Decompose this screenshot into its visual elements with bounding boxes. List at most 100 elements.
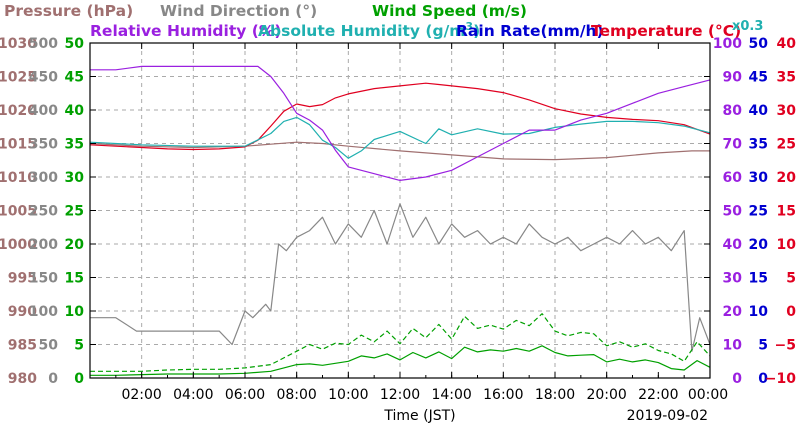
series-line-wspd-gust (90, 313, 711, 372)
y-tick-label-rain: 10 (749, 304, 769, 320)
y-tick-label-wspd: 30 (65, 170, 85, 186)
date-label: 2019-09-02 (627, 408, 708, 424)
y-tick-label-rh: 90 (723, 70, 743, 86)
legend-wspd: Wind Speed (m/s) (372, 2, 527, 20)
y-tick-label-rain: 30 (749, 170, 769, 186)
plot-area (89, 65, 711, 376)
y-tick-label-pressure: 990 (8, 304, 37, 320)
y-tick-label-rain: 35 (749, 137, 768, 153)
legend-rain-text: Rain Rate(mm/h) (456, 22, 604, 40)
y-tick-label-temp: 20 (777, 170, 797, 186)
y-tick-label-wspd: 20 (65, 237, 85, 253)
y-tick-label-temp: 15 (777, 204, 796, 220)
y-tick-label-temp: 40 (777, 36, 797, 52)
y-tick-label-pressure: 1005 (0, 204, 37, 220)
series-line-ah (89, 116, 711, 159)
y-tick-label-rh: 70 (723, 137, 743, 153)
y-tick-label-pressure: 1030 (0, 36, 37, 52)
series-line-wspd (90, 345, 711, 376)
y-tick-label-pressure: 1000 (0, 237, 37, 253)
legend-temp: Temperature (°C) (591, 22, 741, 40)
legend-rh-text: Relative Humidity (%) (90, 22, 281, 40)
y-tick-label-rh: 50 (723, 204, 743, 220)
legend-ah: Absolute Humidity (g/m3) (258, 20, 480, 40)
y-tick-label-wspd: 5 (74, 338, 84, 354)
legend-rh: Relative Humidity (%) (90, 22, 281, 40)
y-tick-label-wspd: 25 (65, 204, 84, 220)
y-tick-label-pressure: 995 (8, 271, 37, 287)
legend-rain: Rain Rate(mm/h) (456, 22, 604, 40)
series-line-rh (90, 65, 711, 181)
x-tick-label: 06:00 (225, 387, 265, 403)
y-tick-label-wdir: 50 (39, 338, 59, 354)
y-tick-label-wspd: 50 (65, 36, 85, 52)
y-tick-label-wdir: 350 (29, 137, 58, 153)
y-tick-label-rh: 30 (723, 271, 743, 287)
y-tick-label-rain: 50 (749, 36, 769, 52)
series-line-temp (89, 82, 711, 151)
y-tick-label-rain: 45 (749, 70, 768, 86)
y-tick-label-rh: 0 (732, 371, 742, 387)
x-tick-label: 18:00 (535, 387, 575, 403)
legend: Pressure (hPa) Wind Direction (°) Wind Spe… (4, 2, 763, 40)
legend-ah-sup: 3 (465, 20, 473, 33)
x-tick-label: 04:00 (173, 387, 213, 403)
y-tick-label-wdir: 100 (29, 304, 58, 320)
y-tick-label-temp: 25 (777, 137, 796, 153)
x-tick-label: 16:00 (483, 387, 523, 403)
x-tick-label: 14:00 (431, 387, 471, 403)
y-tick-label-rain: 40 (749, 103, 769, 119)
y-tick-label-wdir: 300 (29, 170, 58, 186)
y-tick-label-rain: 15 (749, 271, 768, 287)
y-tick-label-wspd: 0 (74, 371, 84, 387)
y-tick-label-wspd: 15 (65, 271, 84, 287)
y-tick-label-rain: 5 (758, 338, 768, 354)
legend-pressure: Pressure (hPa) (4, 2, 133, 20)
series-line-wdir (90, 203, 711, 352)
y-tick-label-rain: 20 (749, 237, 769, 253)
legend-wspd-text: Wind Speed (m/s) (372, 2, 527, 20)
y-tick-label-temp: 30 (777, 103, 797, 119)
legend-wdir: Wind Direction (°) (160, 2, 317, 20)
y-tick-label-pressure: 980 (8, 371, 37, 387)
y-tick-label-rh: 10 (723, 338, 743, 354)
y-tick-label-temp: 5 (786, 271, 796, 287)
x-axis-label: Time (JST) (383, 408, 455, 424)
x-tick-label: 08:00 (276, 387, 316, 403)
y-tick-label-wdir: 200 (29, 237, 58, 253)
y-tick-label-rh: 80 (723, 103, 743, 119)
y-tick-label-pressure: 1020 (0, 103, 37, 119)
y-tick-label-temp: −10 (765, 371, 796, 387)
y-tick-label-wspd: 40 (65, 103, 85, 119)
y-tick-label-temp: −5 (775, 338, 796, 354)
y-tick-label-temp: 0 (786, 304, 796, 320)
y-tick-label-wspd: 10 (65, 304, 85, 320)
y-tick-label-rh: 100 (713, 36, 742, 52)
y-tick-label-temp: 35 (777, 70, 796, 86)
legend-ah-tail: ) (473, 22, 480, 40)
legend-ah-factor: x0.3 (732, 19, 763, 34)
series-line-pressure (89, 141, 710, 161)
axes: 02:00 04:00 06:00 08:00 10:00 12:00 14:00 16:00… (0, 36, 796, 403)
y-tick-label-wdir: 500 (29, 36, 58, 52)
y-tick-label-wdir: 450 (29, 70, 58, 86)
legend-ah-text: Absolute Humidity (g/m (258, 22, 465, 40)
x-tick-label: 10:00 (328, 387, 368, 403)
y-tick-label-rh: 20 (723, 304, 743, 320)
y-tick-label-pressure: 1010 (0, 170, 37, 186)
x-tick-label: 00:00 (688, 387, 728, 403)
y-tick-label-wdir: 150 (29, 271, 58, 287)
y-tick-label-rh: 60 (723, 170, 743, 186)
y-tick-label-wdir: 0 (48, 371, 58, 387)
y-tick-label-rain: 25 (749, 204, 768, 220)
x-tick-label: 12:00 (380, 387, 420, 403)
legend-wdir-text: Wind Direction (°) (160, 2, 317, 20)
y-tick-label-wdir: 250 (29, 204, 58, 220)
legend-pressure-text: Pressure (hPa) (4, 2, 133, 20)
x-tick-label: 22:00 (638, 387, 678, 403)
y-tick-label-wdir: 400 (29, 103, 58, 119)
y-tick-label-pressure: 1025 (0, 70, 37, 86)
y-tick-label-wspd: 35 (65, 137, 84, 153)
